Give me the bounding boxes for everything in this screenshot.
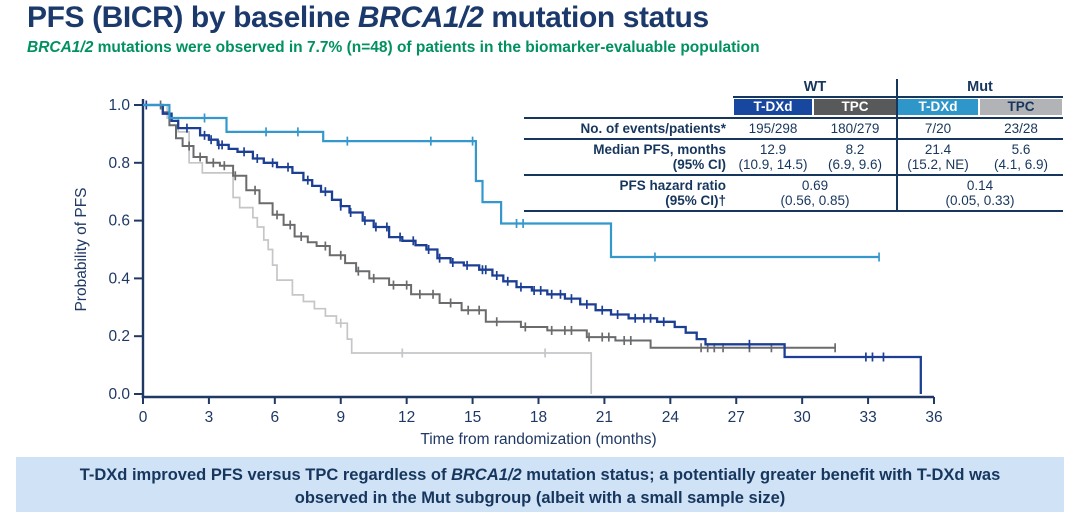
km-curve-mut-tdxd xyxy=(143,103,880,259)
subtitle-text: mutations were observed in 7.7% (n=48) o… xyxy=(93,39,760,56)
group-header-spacer xyxy=(524,79,733,98)
km-plot-svg: 0 3 6 9 12 15 18 21 24 27 30 33 360.00.20.40.60.81.0… xyxy=(73,97,943,448)
svg-text:0.6: 0.6 xyxy=(108,213,130,230)
km-censor-marks-mut-tpc xyxy=(339,318,546,358)
median-ci: (15.2, NE) xyxy=(907,157,969,172)
hazard-ratio-row: PFS hazard ratio (95% CI)† 0.69 (0.56, 0… xyxy=(524,176,1063,212)
svg-text:33: 33 xyxy=(859,409,876,426)
column-header-row: T-DXd TPC T-DXd TPC xyxy=(524,98,1063,119)
svg-text:3: 3 xyxy=(205,409,214,426)
km-curve-mut-tpc xyxy=(143,104,593,394)
hr-ci: (0.56, 0.85) xyxy=(780,193,850,208)
events-row-label: No. of events/patients* xyxy=(580,121,726,136)
svg-text:15: 15 xyxy=(464,409,481,426)
svg-text:18: 18 xyxy=(530,409,547,426)
km-series-mut-tdxd xyxy=(143,103,880,262)
hr-value: 0.14 xyxy=(966,178,994,193)
km-curve-wt-tdxd xyxy=(143,103,922,394)
title-gene-italic: BRCA1/2 xyxy=(357,1,484,34)
svg-text:36: 36 xyxy=(925,409,942,426)
axes: 0 3 6 9 12 15 18 21 24 27 30 33 360.00.20.40.60.81.0… xyxy=(73,97,943,448)
km-chart: 0 3 6 9 12 15 18 21 24 27 30 33 36 0.0 0.2 0.4 0.6 0.8 1.0… xyxy=(0,78,1080,458)
median-pfs-row-label: Median PFS, months (95% CI) xyxy=(524,142,733,172)
events-tdxd-mut: 7/20 xyxy=(924,121,952,136)
y-axis-title: Probability of PFS xyxy=(73,187,90,311)
events-tpc-wt: 180/279 xyxy=(830,121,880,136)
svg-text:1.0: 1.0 xyxy=(108,97,130,114)
conclusion-banner: T-DXd improved PFS versus TPC regardless… xyxy=(16,457,1064,512)
median-value: 5.6 xyxy=(1011,142,1031,157)
svg-text:0.8: 0.8 xyxy=(108,155,130,172)
km-censor-marks-mut-tdxd xyxy=(203,113,880,262)
banner-post: mutation status; a potentially greater b… xyxy=(294,466,1001,508)
svg-text:9: 9 xyxy=(336,409,345,426)
svg-text:27: 27 xyxy=(728,409,745,426)
hazard-ratio-row-label: PFS hazard ratio (95% CI)† xyxy=(524,178,733,208)
col-header-tpc-wt: TPC xyxy=(814,99,896,115)
svg-text:21: 21 xyxy=(596,409,613,426)
median-pfs-row: Median PFS, months (95% CI) 12.9 (10.9, … xyxy=(524,140,1063,176)
median-pfs-label-line2: (95% CI) xyxy=(672,157,726,172)
median-value: 21.4 xyxy=(924,142,952,157)
results-table: WT Mut T-DXd TPC T-DXd TPC No. of events… xyxy=(524,79,1063,212)
col-header-tdxd-wt: T-DXd xyxy=(734,99,812,115)
column-header-spacer xyxy=(524,98,733,117)
svg-text:6: 6 xyxy=(271,409,280,426)
svg-text:12: 12 xyxy=(398,409,415,426)
col-header-tpc-mut: TPC xyxy=(980,99,1062,115)
svg-text:0: 0 xyxy=(139,409,148,426)
svg-text:30: 30 xyxy=(794,409,812,426)
events-tpc-mut: 23/28 xyxy=(1004,121,1038,136)
hr-wt: 0.69 (0.56, 0.85) xyxy=(733,178,897,208)
median-ci: (6.9, 9.6) xyxy=(827,157,883,172)
svg-text:24: 24 xyxy=(662,409,680,426)
km-series-wt-tdxd xyxy=(143,100,922,394)
events-tdxd-wt: 195/298 xyxy=(748,121,798,136)
group-header-wt: WT xyxy=(733,79,897,98)
km-series-wt-tpc xyxy=(143,100,836,353)
group-header-mut: Mut xyxy=(897,79,1063,98)
col-header-tdxd-mut: T-DXd xyxy=(898,99,978,115)
km-censor-marks-wt-tdxd xyxy=(145,100,885,362)
median-tdxd-wt: 12.9 (10.9, 14.5) xyxy=(733,142,813,172)
km-curve-wt-tpc xyxy=(143,104,836,349)
median-ci: (10.9, 14.5) xyxy=(738,157,808,172)
svg-text:0.2: 0.2 xyxy=(108,328,130,345)
hr-value: 0.69 xyxy=(801,178,829,193)
hr-mut: 0.14 (0.05, 0.33) xyxy=(897,178,1063,208)
svg-text:0.0: 0.0 xyxy=(108,386,130,403)
banner-pre: T-DXd improved PFS versus TPC regardless… xyxy=(79,466,452,484)
median-tdxd-mut: 21.4 (15.2, NE) xyxy=(897,142,979,172)
median-value: 12.9 xyxy=(759,142,787,157)
wt-mut-divider xyxy=(896,79,898,212)
title-pre: PFS (BICR) by baseline xyxy=(27,1,358,34)
median-value: 8.2 xyxy=(845,142,865,157)
svg-text:0.4: 0.4 xyxy=(108,270,130,287)
page-title: PFS (BICR) by baseline BRCA1/2 mutation … xyxy=(27,1,709,35)
hr-ci: (0.05, 0.33) xyxy=(945,193,1015,208)
median-tpc-mut: 5.6 (4.1, 6.9) xyxy=(979,142,1063,172)
hr-label-line1: PFS hazard ratio xyxy=(619,178,726,193)
title-post: mutation status xyxy=(483,1,709,34)
subtitle: BRCA1/2 mutations were observed in 7.7% … xyxy=(27,39,760,57)
x-axis-title: Time from randomization (months) xyxy=(420,431,656,448)
banner-gene-italic: BRCA1/2 xyxy=(451,466,522,484)
median-tpc-wt: 8.2 (6.9, 9.6) xyxy=(813,142,897,172)
events-row: No. of events/patients* 195/298 180/279 … xyxy=(524,119,1063,140)
km-series-mut-tpc xyxy=(143,104,593,394)
median-pfs-label-line1: Median PFS, months xyxy=(593,142,726,157)
median-ci: (4.1, 6.9) xyxy=(993,157,1049,172)
group-header-row: WT Mut xyxy=(524,79,1063,98)
subtitle-gene-italic: BRCA1/2 xyxy=(27,39,94,56)
hr-label-line2: (95% CI)† xyxy=(665,193,726,208)
